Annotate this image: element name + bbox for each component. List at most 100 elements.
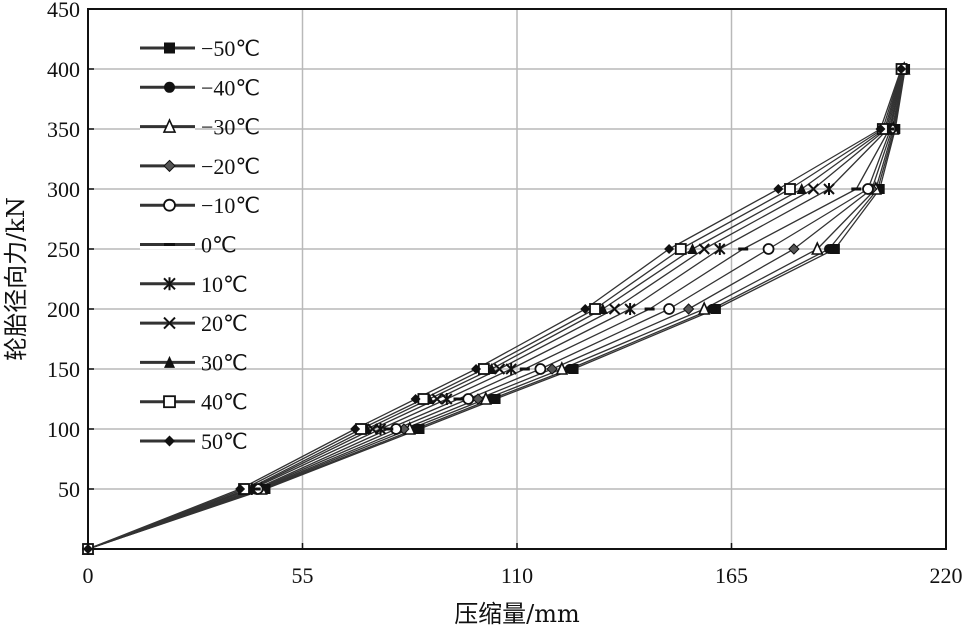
axis-ticks: 0 55 110 165 220 50 100 150 200 250 300 350 400 450 — [47, 0, 963, 588]
series-marker — [589, 303, 601, 315]
series-line — [87, 68, 905, 550]
legend-label: 0℃ — [201, 233, 237, 258]
legend-label: −10℃ — [201, 193, 260, 218]
series-marker — [519, 367, 530, 371]
series-marker — [164, 355, 175, 368]
legend-entry: −40℃ — [140, 75, 260, 100]
series-line — [87, 68, 906, 550]
legend-label: 30℃ — [201, 350, 248, 375]
series-marker — [471, 364, 482, 374]
series-marker — [687, 243, 698, 254]
y-tick-label: 300 — [47, 177, 80, 202]
legend-entry: 50℃ — [140, 429, 248, 454]
series-marker — [383, 427, 394, 431]
legend: −50℃ −40℃ −30℃ −20℃ −10℃ 0℃ 10℃ 20℃ 30℃ 40℃ 50℃ — [140, 36, 260, 454]
series-marker — [624, 303, 636, 315]
series-marker — [163, 198, 176, 212]
series-marker — [164, 435, 175, 447]
series-marker — [788, 243, 800, 255]
series-marker — [644, 307, 655, 311]
legend-entry: −50℃ — [140, 36, 260, 61]
series-marker — [164, 81, 175, 93]
x-tick-label: 220 — [930, 563, 963, 588]
series-marker — [546, 363, 558, 375]
series-marker — [350, 424, 361, 434]
series-marker — [823, 183, 835, 195]
series-marker — [884, 127, 895, 131]
y-tick-label: 150 — [47, 357, 80, 382]
series-marker — [796, 183, 807, 194]
y-tick-label: 100 — [47, 417, 80, 442]
legend-label: 10℃ — [201, 272, 248, 297]
legend-entry: −10℃ — [140, 193, 260, 218]
series-marker — [163, 159, 176, 173]
series-marker — [534, 363, 547, 375]
series-marker — [479, 391, 493, 405]
series-marker — [824, 244, 834, 254]
series-marker — [163, 395, 176, 409]
legend-entry: 40℃ — [140, 390, 248, 415]
series-marker — [250, 487, 261, 491]
legend-label: 50℃ — [201, 429, 248, 454]
x-tick-label: 55 — [292, 563, 314, 588]
series-line — [87, 68, 904, 550]
legend-label: −30℃ — [201, 115, 260, 140]
series-marker — [784, 183, 796, 195]
series-marker — [875, 124, 886, 134]
series-marker — [663, 303, 675, 315]
x-tick-label: 165 — [715, 563, 748, 588]
legend-label: 20℃ — [201, 311, 248, 336]
y-tick-label: 400 — [47, 57, 80, 82]
series-markers — [81, 61, 911, 555]
y-tick-label: 450 — [47, 0, 80, 22]
series-marker — [862, 183, 874, 195]
legend-entry: 10℃ — [140, 272, 248, 297]
legend-label: −20℃ — [201, 154, 260, 179]
series-marker — [762, 243, 775, 255]
series-line — [87, 68, 902, 550]
y-tick-label: 50 — [58, 477, 80, 502]
series-marker — [811, 241, 824, 255]
series-marker — [163, 277, 176, 291]
series-line — [87, 68, 905, 550]
series-marker — [773, 184, 784, 194]
series-marker — [698, 243, 710, 255]
series-marker — [851, 187, 862, 191]
series-marker — [453, 397, 464, 401]
series-line — [87, 68, 903, 550]
series-line — [87, 68, 905, 550]
series-marker — [682, 303, 695, 315]
legend-entry: 0℃ — [140, 233, 237, 258]
series-marker — [829, 244, 840, 254]
series-marker — [431, 393, 443, 405]
legend-entry: −30℃ — [140, 115, 260, 140]
legend-entry: −20℃ — [140, 154, 260, 179]
x-axis-title: 压缩量/mm — [454, 600, 580, 628]
series-marker — [235, 484, 246, 494]
series-line — [87, 68, 906, 550]
series-marker — [462, 393, 475, 405]
y-tick-label: 200 — [47, 297, 80, 322]
series-marker — [608, 303, 621, 315]
legend-entry: 30℃ — [140, 350, 248, 375]
series-marker — [896, 64, 907, 74]
series-marker — [410, 394, 421, 404]
y-axis-title: 轮胎径向力/kN — [2, 197, 30, 361]
series-lines — [87, 68, 906, 550]
series-marker — [555, 361, 569, 375]
series-marker — [738, 247, 749, 251]
series-marker — [674, 243, 687, 255]
series-marker — [472, 393, 484, 405]
series-marker — [164, 42, 175, 54]
legend-label: −40℃ — [201, 75, 260, 100]
series-marker — [505, 363, 517, 375]
series-marker — [493, 363, 506, 375]
series-marker — [807, 183, 820, 195]
y-tick-label: 250 — [47, 237, 80, 262]
series-marker — [164, 243, 175, 246]
legend-entry: 20℃ — [140, 311, 248, 336]
x-tick-label: 110 — [501, 563, 533, 588]
series-marker — [441, 393, 453, 405]
series-marker — [697, 301, 711, 315]
